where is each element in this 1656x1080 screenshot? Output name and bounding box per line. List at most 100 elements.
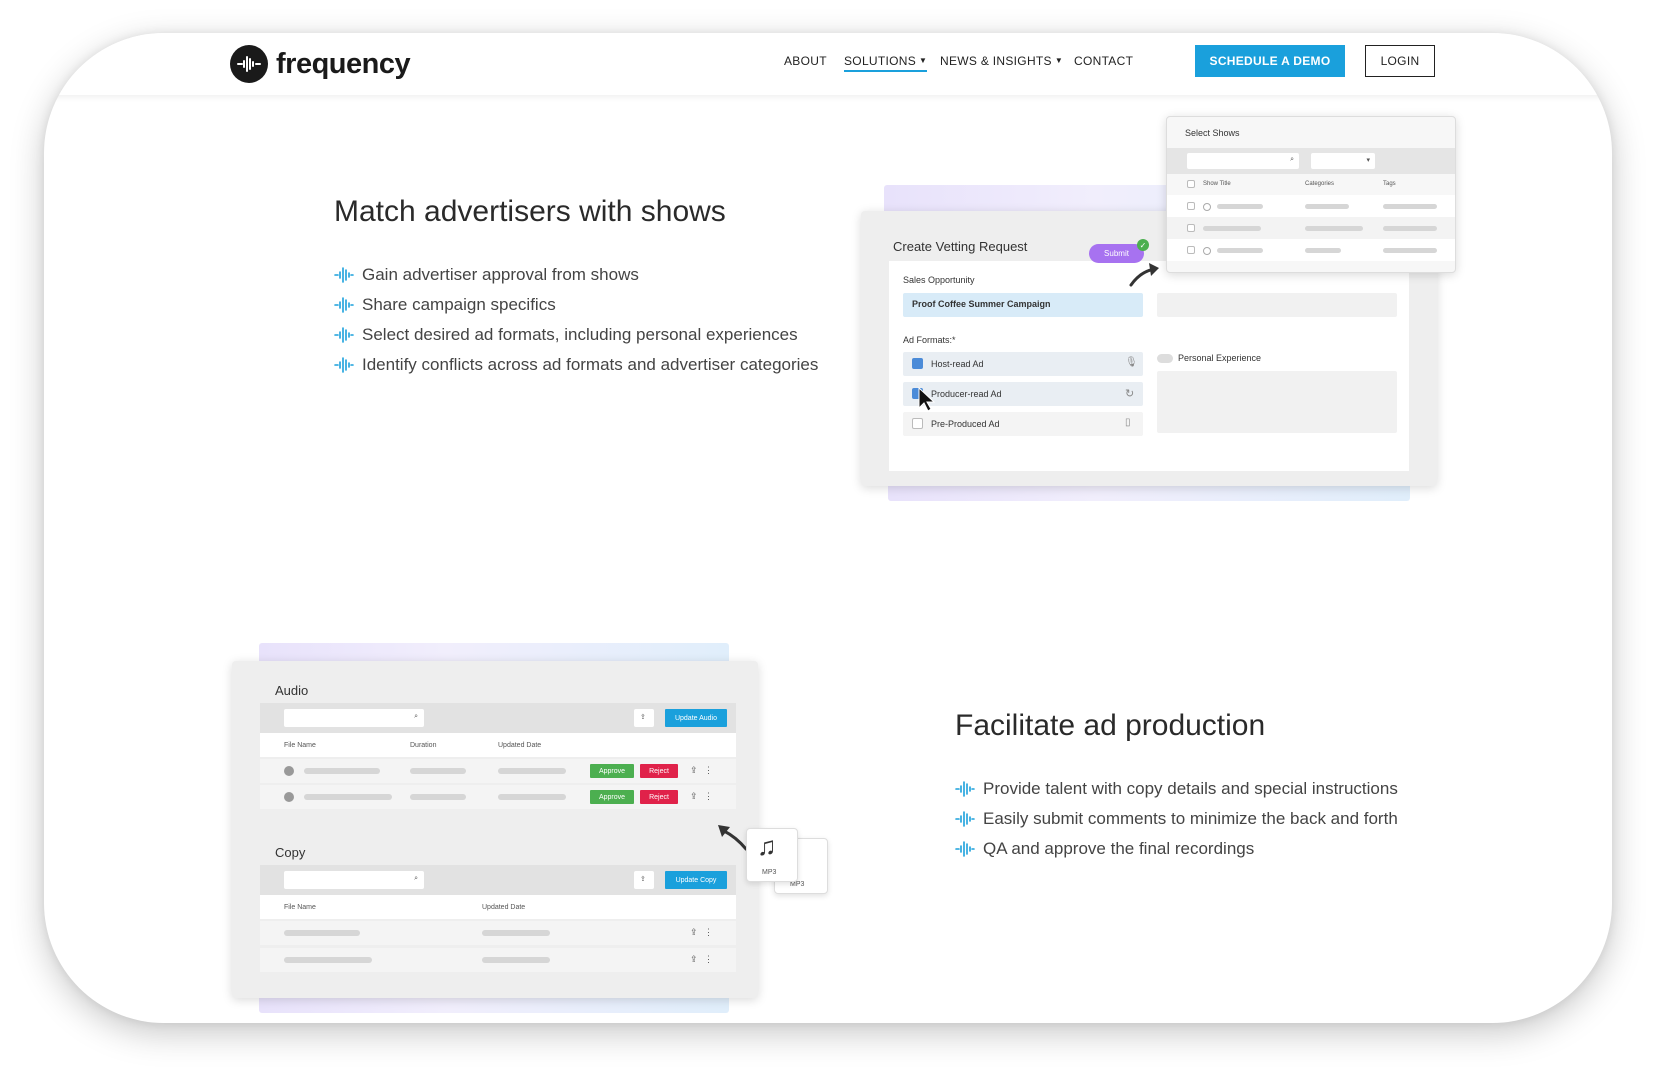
audio-search-input[interactable]: ⌕	[284, 709, 424, 727]
upload-icon[interactable]: ⇪	[690, 765, 698, 775]
cursor-icon	[918, 386, 936, 412]
nav-solutions[interactable]: SOLUTIONS ▼	[844, 45, 928, 77]
list-item: Provide talent with copy details and spe…	[955, 779, 1455, 799]
waveform-icon	[955, 781, 975, 797]
refresh-icon: ↻	[1125, 388, 1135, 400]
placeholder-bar	[498, 768, 566, 774]
table-row[interactable]: Approve Reject ⇪ ⋮	[260, 759, 736, 783]
login-button[interactable]: LOGIN	[1365, 45, 1435, 77]
column-header: Duration	[410, 742, 437, 749]
copy-toolbar: ⌕ ⇪ Update Copy	[260, 865, 736, 895]
audio-gradient-top	[259, 643, 729, 665]
schedule-demo-button[interactable]: SCHEDULE A DEMO	[1195, 45, 1345, 77]
upload-icon[interactable]: ⇪	[690, 954, 698, 964]
bullet-text: Easily submit comments to minimize the b…	[983, 809, 1398, 828]
ad-format-label: Host-read Ad	[931, 359, 984, 369]
vetting-title: Create Vetting Request	[893, 239, 1028, 254]
placeholder-bar	[1217, 248, 1263, 253]
toggle-switch[interactable]	[1157, 354, 1173, 363]
bullet-text: Select desired ad formats, including per…	[362, 325, 798, 344]
column-header: Updated Date	[498, 742, 542, 749]
approve-button[interactable]: Approve	[590, 790, 634, 804]
nav-solutions-label: SOLUTIONS ▼	[844, 54, 928, 72]
more-icon[interactable]: ⋮	[704, 927, 713, 937]
select-all-checkbox[interactable]	[1187, 180, 1195, 188]
shows-filter-select[interactable]: ▾	[1311, 153, 1375, 169]
arrow-icon	[1129, 263, 1159, 287]
mp3-label: MP3	[762, 869, 777, 876]
more-icon[interactable]: ⋮	[704, 765, 713, 775]
upload-icon[interactable]: ⇪	[690, 791, 698, 801]
table-row[interactable]	[1167, 217, 1455, 239]
reject-button[interactable]: Reject	[640, 790, 678, 804]
update-audio-button[interactable]: Update Audio	[665, 709, 727, 727]
placeholder-bar	[482, 930, 550, 936]
table-row[interactable]	[1167, 239, 1455, 261]
filter-icon: ▾	[1366, 157, 1370, 164]
personal-experience-box[interactable]	[1157, 371, 1397, 433]
nav-about-label: ABOUT	[784, 54, 827, 68]
nav-about[interactable]: ABOUT	[784, 45, 827, 77]
select-shows-title: Select Shows	[1185, 128, 1240, 138]
bullet-text: Provide talent with copy details and spe…	[983, 779, 1398, 798]
more-icon[interactable]: ⋮	[704, 954, 713, 964]
placeholder-bar	[498, 794, 566, 800]
nav-solutions-text: SOLUTIONS	[844, 54, 917, 68]
submit-button[interactable]: Submit	[1089, 244, 1144, 263]
file-icon: ▯	[1125, 417, 1131, 428]
audio-copy-card: Audio ⌕ ⇪ Update Audio File Name Duratio…	[232, 661, 758, 998]
site-header: frequency ABOUT SOLUTIONS ▼ NEWS & INSIGH…	[44, 33, 1612, 95]
row-checkbox[interactable]	[1187, 246, 1195, 254]
update-copy-button[interactable]: Update Copy	[665, 871, 727, 889]
column-header: Categories	[1305, 181, 1335, 187]
table-row[interactable]: Approve Reject ⇪ ⋮	[260, 785, 736, 809]
waveform-icon	[334, 297, 354, 313]
section-match-bullets: Gain advertiser approval from shows Shar…	[334, 265, 824, 385]
ad-format-producer-read[interactable]: Producer-read Ad ↻	[903, 382, 1143, 406]
ad-format-label: Pre-Produced Ad	[931, 419, 1000, 429]
nav-news-label: NEWS & INSIGHTS ▼	[940, 54, 1063, 68]
search-icon: ⌕	[1290, 156, 1294, 163]
audio-toolbar: ⌕ ⇪ Update Audio	[260, 703, 736, 733]
column-header: File Name	[284, 742, 316, 749]
upload-button[interactable]: ⇪	[634, 709, 654, 727]
row-checkbox[interactable]	[1187, 224, 1195, 232]
upload-icon[interactable]: ⇪	[690, 927, 698, 937]
checkbox-empty-icon[interactable]	[912, 418, 923, 429]
table-row[interactable]: ⇪ ⋮	[260, 921, 736, 945]
column-header: Tags	[1383, 181, 1396, 187]
ad-format-pre-produced[interactable]: Pre-Produced Ad ▯	[903, 412, 1143, 436]
checkbox-checked-icon[interactable]	[912, 358, 923, 369]
bullet-text: QA and approve the final recordings	[983, 839, 1255, 858]
vetting-request-card: Create Vetting Request Sales Opportunity…	[861, 211, 1437, 486]
sales-opportunity-field[interactable]: Proof Coffee Summer Campaign	[903, 293, 1143, 317]
nav-contact[interactable]: CONTACT	[1074, 45, 1133, 77]
search-icon: ⌕	[414, 713, 418, 720]
upload-button[interactable]: ⇪	[634, 871, 654, 889]
table-row[interactable]	[1167, 195, 1455, 217]
shows-search-input[interactable]: ⌕	[1187, 153, 1299, 169]
placeholder-bar	[1305, 226, 1363, 231]
section-match-title: Match advertisers with shows	[334, 195, 726, 228]
reject-button[interactable]: Reject	[640, 764, 678, 778]
placeholder-bar	[304, 794, 392, 800]
ad-format-host-read[interactable]: Host-read Ad 🎙	[903, 352, 1143, 376]
more-icon[interactable]: ⋮	[704, 791, 713, 801]
placeholder-bar	[284, 957, 372, 963]
bullet-text: Identify conflicts across ad formats and…	[362, 355, 819, 374]
play-icon[interactable]	[284, 792, 294, 802]
approve-button[interactable]: Approve	[590, 764, 634, 778]
table-row[interactable]: ⇪ ⋮	[260, 948, 736, 972]
placeholder-bar	[410, 794, 466, 800]
placeholder-bar	[482, 957, 550, 963]
secondary-field[interactable]	[1157, 293, 1397, 317]
info-icon	[1203, 203, 1211, 211]
list-item: Gain advertiser approval from shows	[334, 265, 824, 285]
section-production-title: Facilitate ad production	[955, 709, 1266, 742]
row-checkbox[interactable]	[1187, 202, 1195, 210]
play-icon[interactable]	[284, 766, 294, 776]
nav-news[interactable]: NEWS & INSIGHTS ▼	[940, 45, 1063, 77]
logo[interactable]: frequency	[230, 44, 411, 84]
placeholder-bar	[1383, 226, 1437, 231]
copy-search-input[interactable]: ⌕	[284, 871, 424, 889]
